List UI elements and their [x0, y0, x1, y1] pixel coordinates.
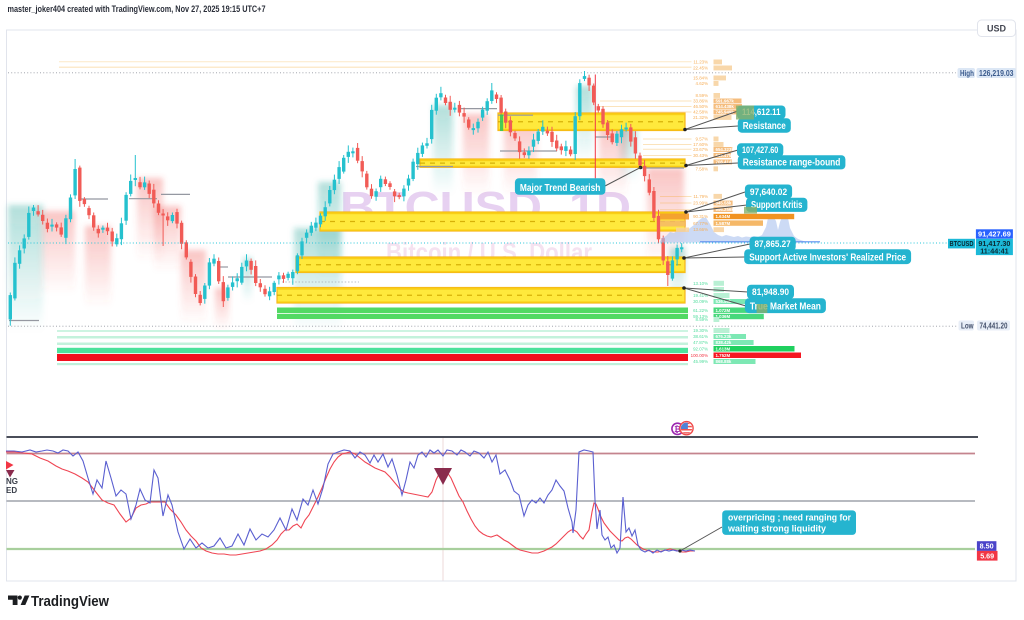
svg-text:67.77%: 67.77%	[693, 221, 708, 226]
svg-text:₿: ₿	[674, 425, 681, 434]
svg-text:Resistance range-bound: Resistance range-bound	[743, 157, 841, 169]
svg-text:676.23k: 676.23k	[716, 334, 732, 339]
svg-text:92.07%: 92.07%	[693, 347, 708, 352]
svg-text:23.67%: 23.67%	[693, 147, 708, 152]
svg-text:ED: ED	[6, 486, 17, 495]
svg-text:59.13%: 59.13%	[693, 314, 708, 319]
svg-text:1.036M: 1.036M	[716, 314, 731, 319]
svg-text:91,417.30: 91,417.30	[978, 239, 1010, 248]
svg-text:13.10%: 13.10%	[693, 281, 708, 286]
svg-text:868.88k: 868.88k	[716, 359, 732, 364]
svg-text:9.57%: 9.57%	[696, 136, 709, 141]
svg-text:30.43%: 30.43%	[693, 153, 708, 158]
svg-text:5.69: 5.69	[980, 551, 994, 560]
svg-text:13.66%: 13.66%	[693, 227, 708, 232]
svg-text:NG: NG	[6, 477, 18, 486]
svg-text:708.414k: 708.414k	[716, 159, 735, 164]
svg-text:996.256k: 996.256k	[716, 207, 735, 212]
svg-text:7.58%: 7.58%	[696, 166, 709, 171]
svg-text:654.323k: 654.323k	[716, 147, 735, 152]
svg-text:74,441.20: 74,441.20	[980, 322, 1008, 331]
svg-text:38.61%: 38.61%	[693, 334, 708, 339]
svg-text:45.99%: 45.99%	[693, 359, 708, 364]
svg-text:87,865.27: 87,865.27	[755, 239, 791, 250]
svg-text:overpricing ; need ranging for: overpricing ; need ranging for	[728, 512, 851, 522]
svg-text:745.949k: 745.949k	[716, 109, 735, 114]
svg-text:126,219.03: 126,219.03	[979, 69, 1014, 78]
svg-text:619.475k: 619.475k	[716, 153, 735, 158]
svg-text:Support Active Investors' Real: Support Active Investors' Realized Price	[749, 252, 906, 263]
svg-text:Resistance: Resistance	[743, 120, 786, 132]
svg-text:100.00%: 100.00%	[691, 353, 708, 358]
svg-text:23.99%: 23.99%	[693, 201, 708, 206]
svg-text:81,948.90: 81,948.90	[752, 287, 789, 298]
svg-text:1.613M: 1.613M	[716, 347, 731, 352]
svg-text:19.30%: 19.30%	[693, 328, 708, 333]
svg-text:90.31%: 90.31%	[693, 214, 708, 219]
svg-text:master_joker404 created with T: master_joker404 created with TradingView…	[8, 4, 266, 14]
svg-text:30.09%: 30.09%	[693, 299, 708, 304]
svg-text:4.62%: 4.62%	[696, 81, 709, 86]
svg-text:True Market Mean: True Market Mean	[750, 300, 821, 312]
svg-text:17.60%: 17.60%	[693, 142, 708, 147]
svg-text:536.56k: 536.56k	[716, 299, 732, 304]
svg-text:838.42k: 838.42k	[716, 340, 732, 345]
svg-text:614.438k: 614.438k	[716, 104, 735, 109]
svg-text:11:44:41: 11:44:41	[980, 246, 1008, 255]
svg-text:114,612.11: 114,612.11	[742, 107, 781, 118]
svg-text:11.79%: 11.79%	[693, 194, 708, 199]
svg-text:591.967k: 591.967k	[716, 98, 735, 103]
svg-text:Major Trend Bearish: Major Trend Bearish	[520, 182, 601, 194]
svg-text:TradingView: TradingView	[31, 594, 110, 610]
svg-text:107,427.60: 107,427.60	[742, 145, 778, 156]
svg-text:1.634M: 1.634M	[716, 214, 731, 219]
svg-text:19.41%: 19.41%	[693, 293, 708, 298]
svg-text:Low: Low	[961, 322, 974, 331]
svg-text:8.59%: 8.59%	[696, 317, 709, 322]
svg-text:1.072M: 1.072M	[716, 308, 731, 313]
svg-text:USD: USD	[987, 24, 1007, 34]
svg-text:15.84%: 15.84%	[693, 75, 708, 80]
svg-text:33.86%: 33.86%	[693, 98, 708, 103]
svg-text:waiting strong liquidity: waiting strong liquidity	[727, 523, 827, 533]
svg-text:11.23%: 11.23%	[693, 59, 708, 64]
svg-text:22.45%: 22.45%	[693, 65, 708, 70]
svg-text:97,640.02: 97,640.02	[750, 187, 787, 198]
svg-text:91,427.69: 91,427.69	[978, 230, 1011, 239]
svg-text:845.58k: 845.58k	[716, 201, 732, 206]
svg-text:42.58%: 42.58%	[693, 109, 708, 114]
svg-text:46.50%: 46.50%	[693, 104, 708, 109]
svg-text:21.32%: 21.32%	[693, 115, 708, 120]
svg-text:1.587M: 1.587M	[716, 221, 731, 226]
svg-text:47.87%: 47.87%	[693, 340, 708, 345]
svg-text:61.22%: 61.22%	[693, 308, 708, 313]
svg-text:BTCUSD: BTCUSD	[950, 241, 974, 248]
svg-text:High: High	[960, 69, 974, 78]
svg-text:8.59%: 8.59%	[696, 93, 709, 98]
svg-text:Support Kritis: Support Kritis	[751, 199, 803, 211]
svg-text:8.50: 8.50	[980, 542, 994, 551]
svg-text:1.752M: 1.752M	[716, 353, 731, 358]
